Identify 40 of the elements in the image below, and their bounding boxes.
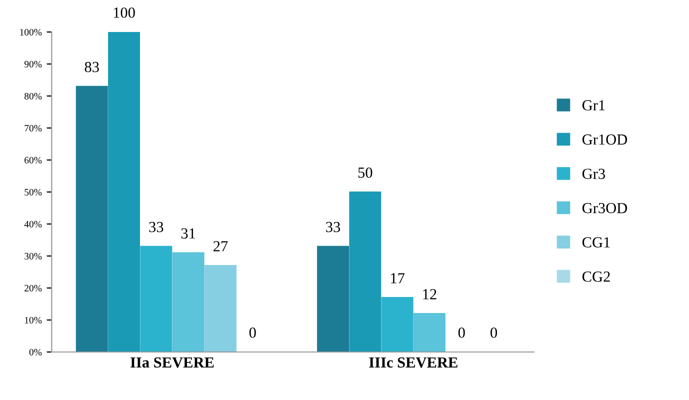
- bar: [413, 313, 446, 352]
- data-label: 50: [358, 167, 372, 178]
- data-label: 17: [391, 273, 405, 284]
- y-tick-label: 30%: [24, 252, 42, 260]
- y-tick-label: 50%: [24, 188, 42, 196]
- y-tick-label: 20%: [24, 284, 42, 292]
- data-label: 0: [458, 327, 465, 338]
- data-label: 0: [490, 327, 498, 338]
- data-label: 0: [249, 327, 256, 338]
- bar: [381, 297, 414, 352]
- data-label: 33: [326, 222, 340, 232]
- y-tick-label: 40%: [24, 220, 42, 228]
- legend-label: Gr1OD: [582, 134, 628, 145]
- bar: [349, 191, 382, 352]
- y-tick-label: 80%: [24, 92, 42, 100]
- legend-label: CG2: [582, 272, 610, 282]
- bar: [108, 32, 140, 352]
- y-tick-label: 10%: [24, 316, 42, 324]
- x-tick-label: IIa SEVERE: [130, 357, 214, 368]
- bar: [140, 246, 172, 352]
- legend-label: Gr3OD: [582, 202, 628, 214]
- data-label: 27: [214, 241, 228, 252]
- legend-label: CG1: [582, 237, 610, 248]
- bar: [317, 246, 350, 352]
- data-label: 100: [114, 7, 135, 18]
- legend-label: Gr1: [582, 100, 605, 110]
- data-label: 33: [149, 222, 164, 232]
- bar: [204, 265, 236, 352]
- bar: [172, 252, 204, 352]
- y-tick-label: 90%: [24, 60, 42, 68]
- data-label: 83: [84, 62, 99, 72]
- data-label: 12: [423, 289, 436, 300]
- y-tick-label: 60%: [24, 156, 42, 164]
- y-tick-label: 0%: [29, 348, 42, 356]
- x-tick-label: IIIc SEVERE: [369, 357, 458, 368]
- bar: [76, 86, 108, 352]
- y-tick-label: 100%: [20, 28, 42, 36]
- legend-label: Gr3: [582, 168, 605, 179]
- data-label: 31: [181, 228, 196, 239]
- y-tick-label: 70%: [24, 124, 42, 132]
